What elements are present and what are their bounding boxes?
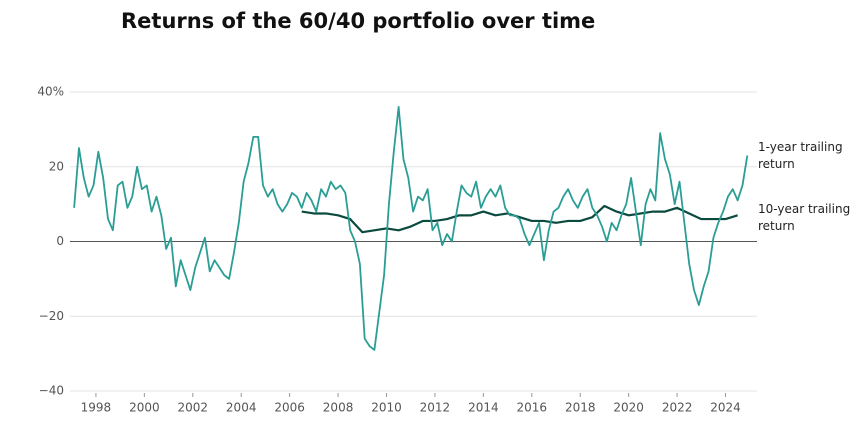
x-tick-label: 1998	[81, 401, 112, 415]
x-tick-label: 2020	[613, 401, 644, 415]
x-tick-label: 2010	[371, 401, 402, 415]
x-tick-label: 2000	[129, 401, 160, 415]
x-tick-label: 2024	[710, 401, 741, 415]
series-line	[301, 204, 738, 234]
x-tick-label: 2018	[565, 401, 596, 415]
y-tick-label: 0	[56, 234, 64, 248]
y-tick-label: −20	[39, 309, 64, 323]
x-tick-label: 2016	[517, 401, 548, 415]
y-tick-label: 40%	[37, 85, 64, 99]
x-tick-label: 2002	[178, 401, 209, 415]
series-line	[73, 106, 749, 351]
y-tick-label: 20	[49, 159, 64, 173]
x-tick-label: 2022	[662, 401, 693, 415]
x-tick-label: 2008	[323, 401, 354, 415]
series-label: 10-year trailing return	[758, 202, 851, 234]
y-tick-label: −40	[39, 384, 64, 398]
x-tick-label: 2014	[468, 401, 499, 415]
x-tick-label: 2012	[420, 401, 451, 415]
x-tick-label: 2006	[274, 401, 305, 415]
series-label: 1-year trailing return	[758, 139, 843, 171]
chart-title: Returns of the 60/40 portfolio over time	[121, 9, 595, 33]
x-tick-label: 2004	[226, 401, 257, 415]
